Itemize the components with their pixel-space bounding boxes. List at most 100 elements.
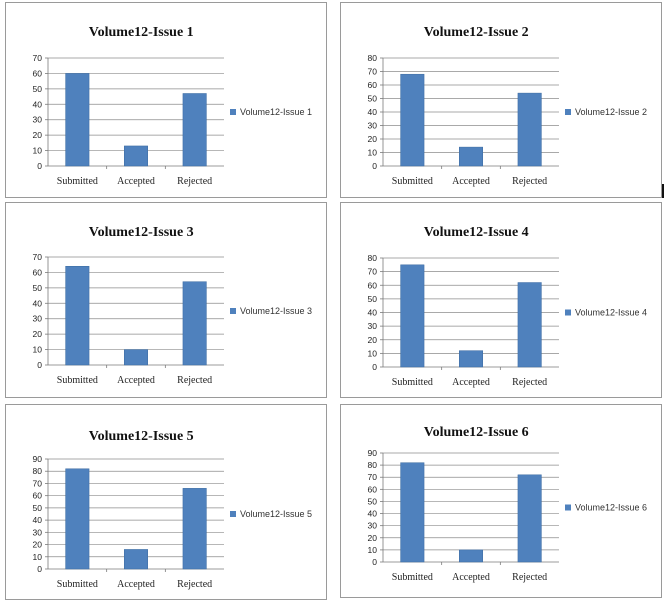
chart-panel-1: Volume12-Issue 1 0 10 20 30 40 50 60 70 Submitted… bbox=[5, 2, 327, 198]
legend-swatch bbox=[230, 308, 236, 314]
chart-panel-5: Volume12-Issue 5 0 10 20 30 40 50 60 70 80 90 Submi… bbox=[5, 404, 327, 600]
y-tick-label: 80 bbox=[368, 253, 378, 263]
bar-accepted bbox=[459, 350, 483, 368]
chart-title: Volume12-Issue 3 bbox=[89, 225, 194, 240]
y-tick-label: 20 bbox=[33, 130, 43, 140]
y-tick-label: 20 bbox=[368, 335, 378, 345]
category-label: Accepted bbox=[117, 176, 155, 187]
y-tick-label: 30 bbox=[368, 321, 378, 331]
y-tick-label: 70 bbox=[33, 252, 43, 262]
y-tick-label: 20 bbox=[368, 533, 378, 543]
chart-svg: Volume12-Issue 2 0 10 20 30 40 50 60 70 80 Submitt… bbox=[368, 25, 648, 187]
legend-label: Volume12-Issue 6 bbox=[575, 503, 647, 513]
legend-label: Volume12-Issue 4 bbox=[575, 308, 647, 318]
category-label: Submitted bbox=[57, 579, 98, 590]
category-label: Submitted bbox=[57, 375, 98, 386]
y-tick-label: 70 bbox=[33, 53, 43, 63]
y-tick-label: 80 bbox=[368, 460, 378, 470]
category-label: Rejected bbox=[177, 375, 212, 386]
bar-submitted bbox=[65, 73, 90, 167]
y-tick-label: 50 bbox=[33, 283, 43, 293]
y-tick-label: 30 bbox=[33, 527, 43, 537]
category-label: Accepted bbox=[452, 572, 490, 583]
legend-swatch bbox=[565, 109, 571, 115]
bar-submitted bbox=[65, 266, 90, 366]
y-tick-label: 60 bbox=[33, 68, 43, 78]
category-label: Rejected bbox=[177, 579, 212, 590]
bar-rejected bbox=[182, 93, 207, 167]
chart-title: Volume12-Issue 4 bbox=[424, 225, 529, 240]
y-tick-label: 70 bbox=[33, 478, 43, 488]
chart-title: Volume12-Issue 6 bbox=[424, 425, 529, 440]
bar-submitted bbox=[400, 264, 425, 368]
y-tick-label: 20 bbox=[368, 134, 378, 144]
category-label: Submitted bbox=[57, 176, 98, 187]
y-tick-label: 40 bbox=[33, 515, 43, 525]
separator-mark bbox=[662, 184, 664, 198]
category-label: Accepted bbox=[452, 176, 490, 187]
bar-submitted bbox=[400, 73, 425, 167]
y-tick-label: 70 bbox=[368, 67, 378, 77]
y-tick-label: 50 bbox=[33, 503, 43, 513]
y-tick-label: 60 bbox=[368, 280, 378, 290]
y-tick-label: 90 bbox=[33, 454, 43, 464]
category-label: Submitted bbox=[392, 176, 433, 187]
y-tick-label: 10 bbox=[33, 146, 43, 156]
chart-svg: Volume12-Issue 1 0 10 20 30 40 50 60 70 Submitted… bbox=[33, 25, 313, 187]
y-tick-label: 10 bbox=[33, 552, 43, 562]
y-tick-label: 0 bbox=[372, 362, 377, 372]
category-label: Rejected bbox=[512, 176, 547, 187]
y-tick-label: 50 bbox=[368, 94, 378, 104]
chart-title: Volume12-Issue 1 bbox=[89, 25, 194, 40]
y-tick-label: 0 bbox=[37, 564, 42, 574]
y-tick-label: 10 bbox=[368, 148, 378, 158]
legend-label: Volume12-Issue 2 bbox=[575, 107, 647, 117]
y-tick-label: 30 bbox=[33, 115, 43, 125]
legend-swatch bbox=[230, 511, 236, 517]
y-tick-label: 40 bbox=[368, 107, 378, 117]
category-label: Rejected bbox=[512, 377, 547, 388]
category-label: Submitted bbox=[392, 377, 433, 388]
bar-submitted bbox=[400, 462, 425, 563]
y-tick-label: 40 bbox=[368, 308, 378, 318]
y-tick-label: 0 bbox=[372, 557, 377, 567]
legend-swatch bbox=[230, 109, 236, 115]
y-tick-label: 20 bbox=[33, 329, 43, 339]
y-tick-label: 90 bbox=[368, 448, 378, 458]
y-tick-label: 80 bbox=[368, 53, 378, 63]
y-tick-label: 10 bbox=[33, 345, 43, 355]
y-tick-label: 30 bbox=[368, 121, 378, 131]
chart-panel-4: Volume12-Issue 4 0 10 20 30 40 50 60 70 80 Submitt… bbox=[340, 202, 662, 398]
category-label: Accepted bbox=[117, 579, 155, 590]
chart-title: Volume12-Issue 2 bbox=[424, 25, 529, 40]
y-tick-label: 80 bbox=[33, 466, 43, 476]
chart-svg: Volume12-Issue 6 0 10 20 30 40 50 60 70 80 90 Submi… bbox=[368, 425, 648, 583]
legend-label: Volume12-Issue 5 bbox=[240, 509, 312, 519]
y-tick-label: 50 bbox=[368, 496, 378, 506]
category-label: Rejected bbox=[512, 572, 547, 583]
y-tick-label: 60 bbox=[33, 491, 43, 501]
legend-swatch bbox=[565, 504, 571, 511]
legend-swatch bbox=[565, 309, 571, 316]
y-tick-label: 70 bbox=[368, 472, 378, 482]
chart-title: Volume12-Issue 5 bbox=[89, 429, 194, 444]
y-tick-label: 50 bbox=[33, 84, 43, 94]
y-tick-label: 60 bbox=[368, 80, 378, 90]
chart-panel-6: Volume12-Issue 6 0 10 20 30 40 50 60 70 80 90 Submi… bbox=[340, 404, 662, 598]
chart-panel-3: Volume12-Issue 3 0 10 20 30 40 50 60 70 Submitted… bbox=[5, 202, 327, 398]
bar-submitted bbox=[65, 468, 90, 570]
bar-accepted bbox=[124, 145, 148, 167]
category-label: Rejected bbox=[177, 176, 212, 187]
y-tick-label: 0 bbox=[37, 360, 42, 370]
bar-rejected bbox=[517, 282, 542, 368]
bar-accepted bbox=[459, 549, 483, 563]
y-tick-label: 20 bbox=[33, 540, 43, 550]
y-tick-label: 70 bbox=[368, 267, 378, 277]
legend-label: Volume12-Issue 1 bbox=[240, 107, 312, 117]
category-label: Submitted bbox=[392, 572, 433, 583]
bar-rejected bbox=[182, 281, 207, 366]
y-tick-label: 60 bbox=[368, 484, 378, 494]
bar-rejected bbox=[517, 92, 542, 167]
y-tick-label: 10 bbox=[368, 545, 378, 555]
category-label: Accepted bbox=[117, 375, 155, 386]
